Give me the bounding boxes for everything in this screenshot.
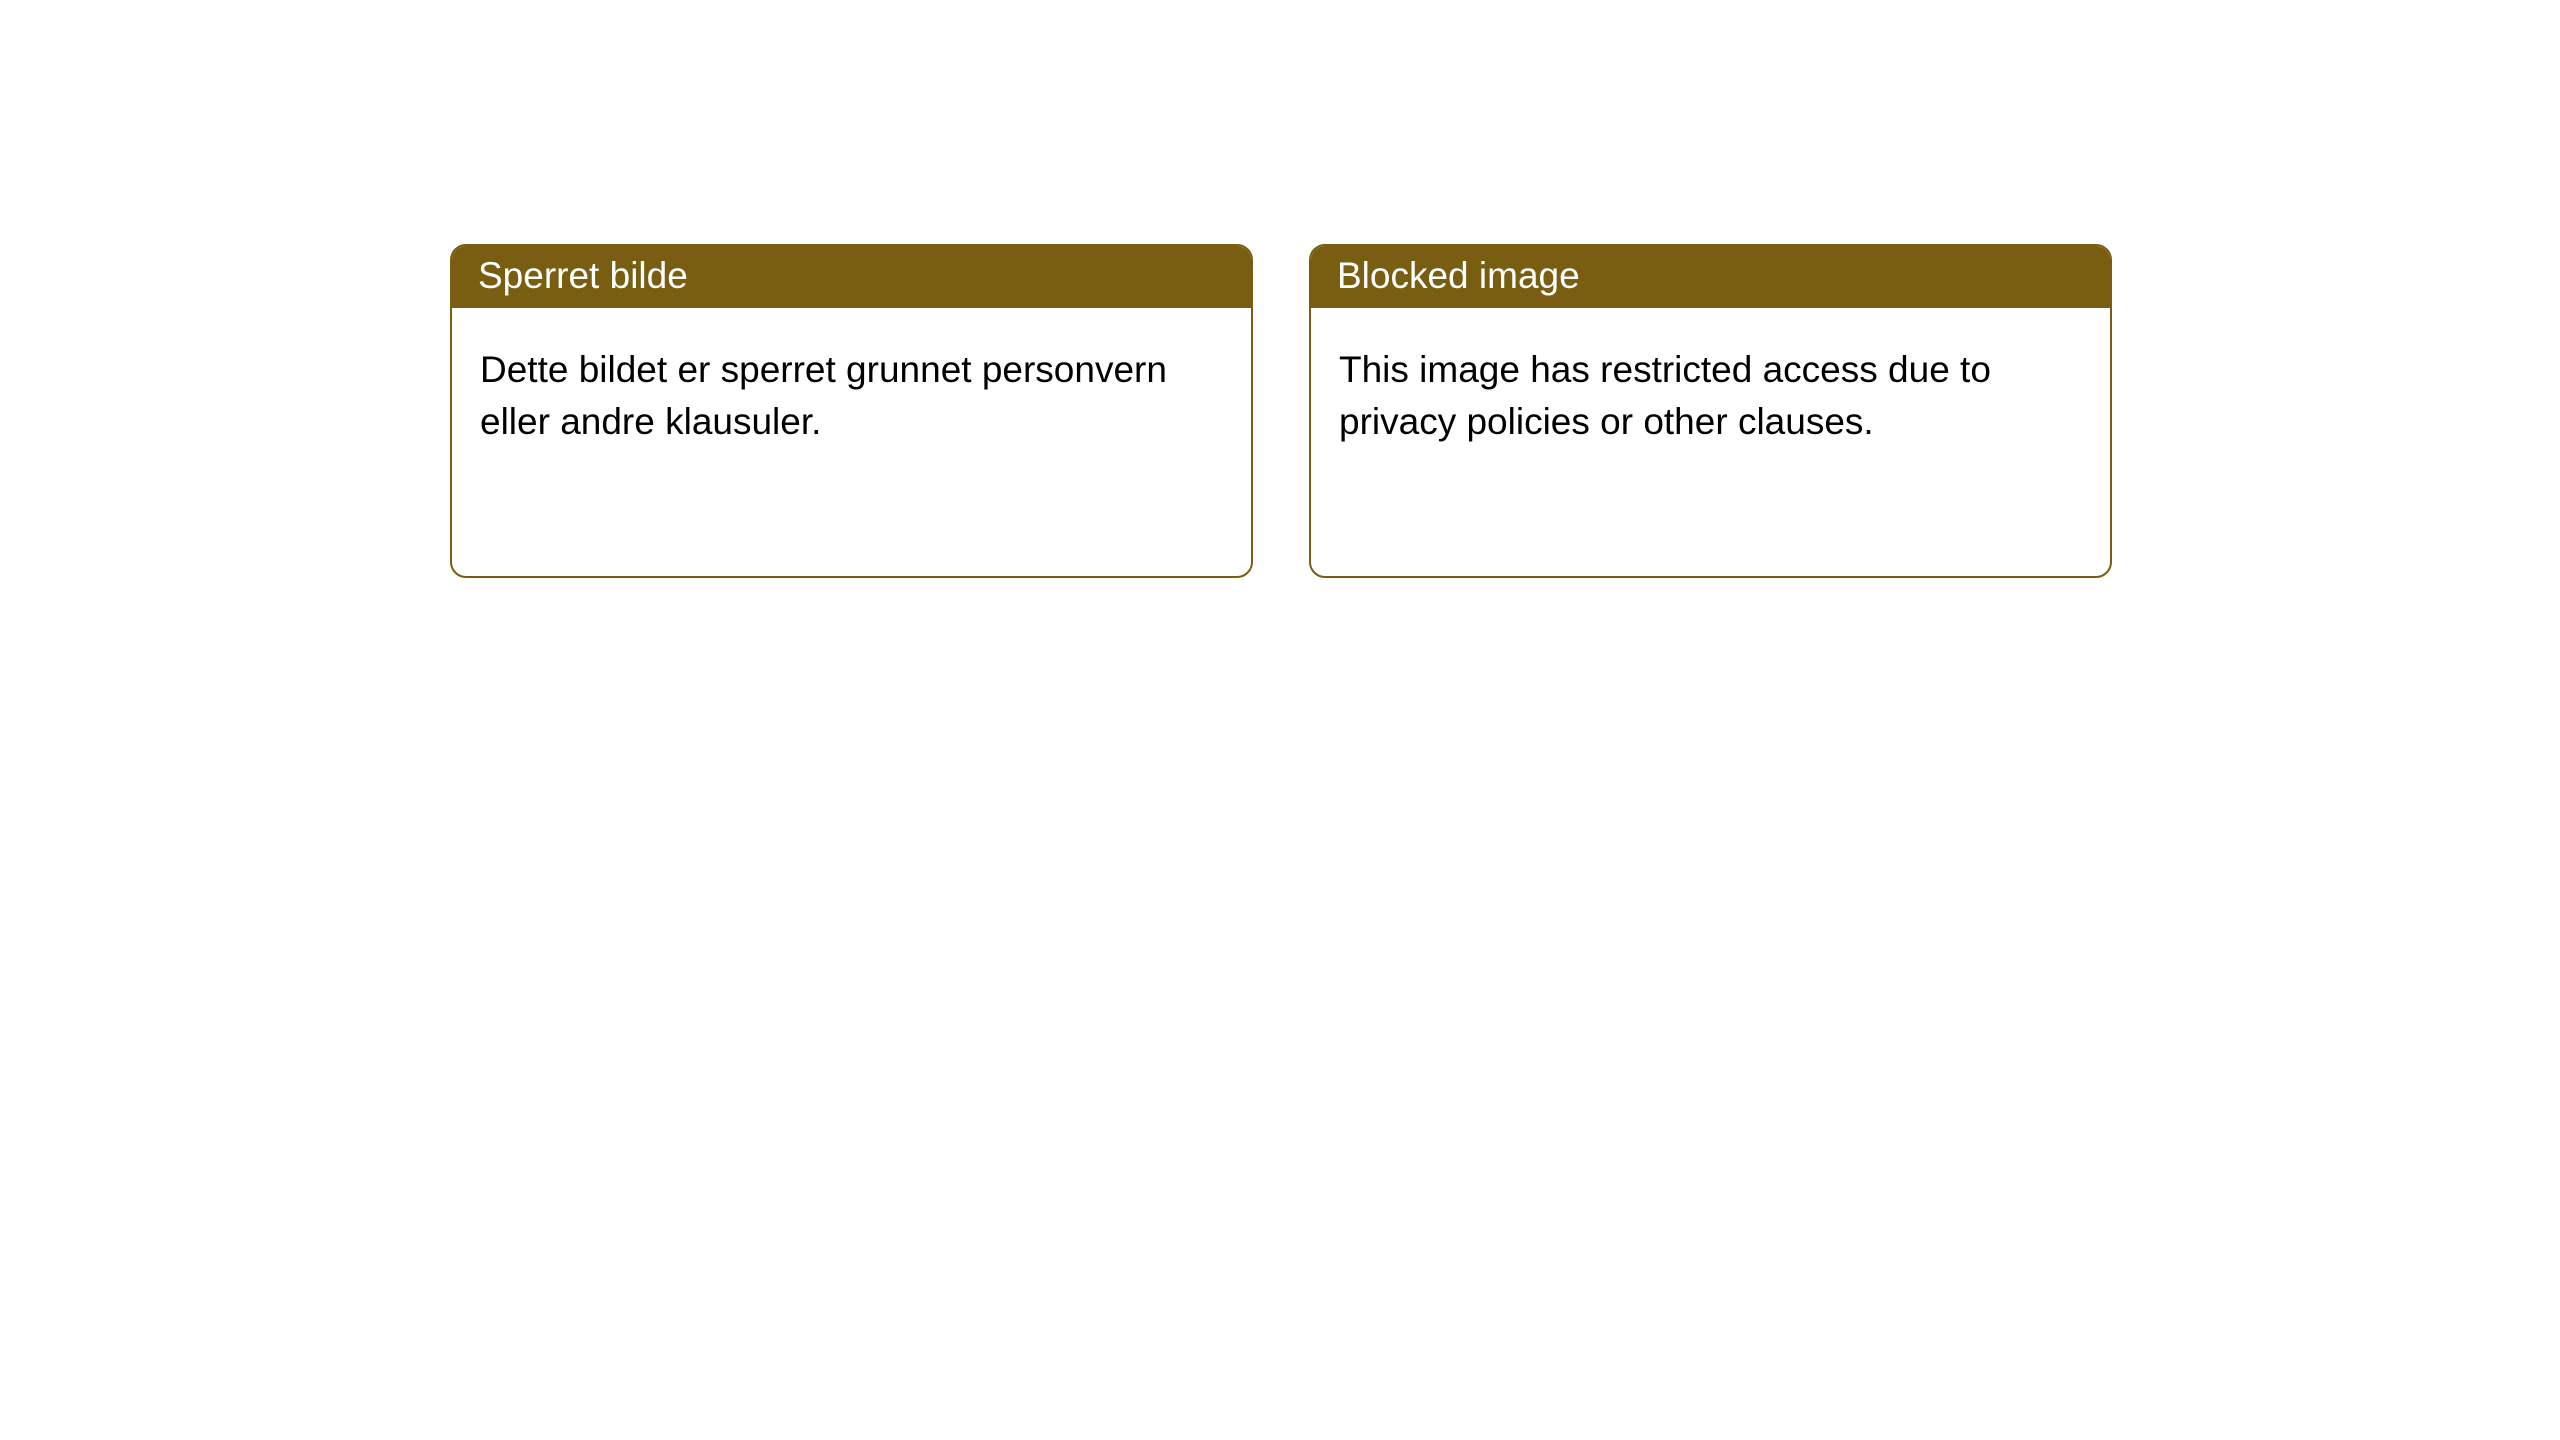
notice-card-english: Blocked image This image has restricted …	[1309, 244, 2112, 578]
notice-card-body: This image has restricted access due to …	[1311, 308, 2110, 576]
notice-card-body: Dette bildet er sperret grunnet personve…	[452, 308, 1251, 576]
notice-card-title: Sperret bilde	[452, 246, 1251, 308]
notice-card-title: Blocked image	[1311, 246, 2110, 308]
notice-card-norwegian: Sperret bilde Dette bildet er sperret gr…	[450, 244, 1253, 578]
notice-cards-container: Sperret bilde Dette bildet er sperret gr…	[0, 0, 2560, 578]
